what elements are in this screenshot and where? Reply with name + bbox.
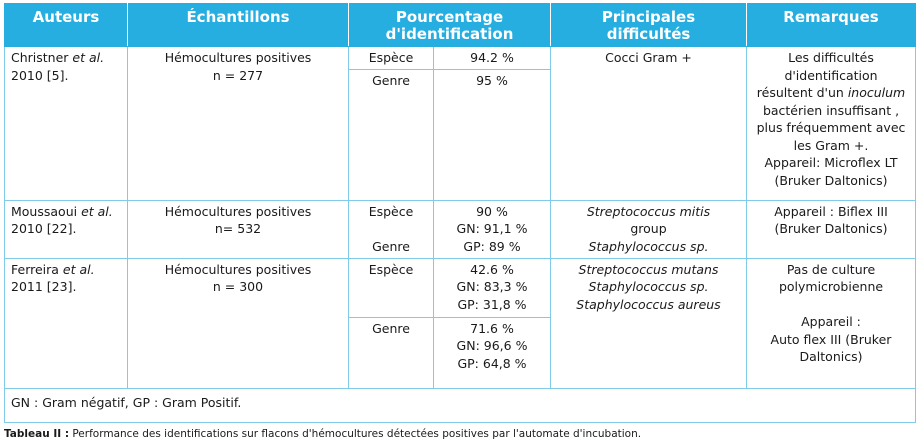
espece-label: Espèce [348,46,434,70]
table-row: Genre 71.6 % GN: 96,6 % GP: 64,8 % [5,316,916,389]
table-row: Christner et al. 2010 [5]. Hémocultures p… [4,46,916,201]
header-echantillons: Échantillons [127,3,349,47]
remark-cell: Les difficultés d'identification résultent… [746,46,916,201]
header-row: Auteurs Échantillons Pourcentage d'identi… [4,3,916,47]
sample-cell: Hémocultures positives n= 532 [127,199,349,259]
table-row: Moussaoui et al. 2010 [22]. Hémocultures … [4,199,916,259]
remark-cell: Appareil : Biflex III (Bruker Daltonics) [746,199,916,259]
footnote-row: GN : Gram négatif, GP : Gram Positif. [4,387,916,423]
header-pourcentage: Pourcentage d'identification [348,3,551,47]
author-cell: Christner et al. 2010 [5]. [4,46,128,201]
table-caption: Tableau II : Performance des identificat… [4,428,642,440]
genre-values: 71.6 % GN: 96,6 % GP: 64,8 % [433,316,551,389]
espece-values: 42.6 % GN: 83,3 % GP: 31,8 % [433,257,551,318]
sample-cell: Hémocultures positives n = 300 [127,257,349,389]
espece-genre-labels: Espèce Genre [348,199,434,259]
table-row: Genre 95 % [5,68,916,201]
genre-label: Genre [348,316,434,389]
author-cell: Moussaoui et al. 2010 [22]. [4,199,128,259]
remark-cell: Pas de culture polymicrobienne Appareil :A… [746,257,916,389]
identification-values: 90 % GN: 91,1 % GP: 89 % [433,199,551,259]
difficulty-cell: Cocci Gram + [550,46,747,201]
difficulty-cell: Streptococcus mitis group Staphylococcus s… [550,199,747,259]
header-difficultes: Principales difficultés [550,3,747,47]
difficulty-cell: Streptococcus mutans Staphylococcus sp. St… [550,257,747,389]
table-row: Ferreira et al. 2011 [23]. Hémocultures p… [4,257,916,389]
data-table: Auteurs Échantillons Pourcentage d'identi… [4,3,916,423]
footnote: GN : Gram négatif, GP : Gram Positif. [4,387,916,423]
genre-value: 95 % [433,68,551,201]
header-auteurs: Auteurs [4,3,128,47]
header-remarques: Remarques [746,3,916,47]
sample-cell: Hémocultures positives n = 277 [127,46,349,201]
espece-value: 94.2 % [433,46,551,70]
espece-label: Espèce [348,257,434,318]
genre-label: Genre [348,68,434,201]
author-cell: Ferreira et al. 2011 [23]. [4,257,128,389]
